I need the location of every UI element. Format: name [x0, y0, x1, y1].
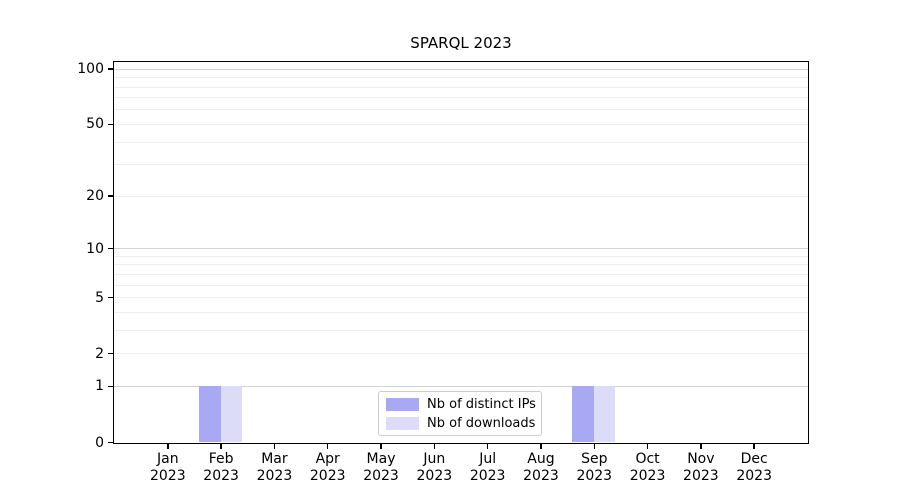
x-tick-label: Jun 2023 [416, 451, 453, 484]
legend-row-downloads: Nb of downloads [386, 415, 536, 431]
x-tick-mark [700, 444, 702, 449]
legend-row-distinct-ips: Nb of distinct IPs [386, 396, 536, 412]
gridline-minor [114, 109, 808, 111]
legend-swatch-distinct-ips-icon [386, 397, 419, 411]
x-tick-label: Sep 2023 [576, 451, 613, 484]
y-tick-mark [108, 195, 113, 197]
gridline-minor [114, 195, 808, 197]
x-tick-label: Jul 2023 [469, 451, 506, 484]
gridline-minor [114, 273, 808, 275]
y-tick-label: 10 [86, 240, 104, 257]
bar-downloads [593, 385, 616, 442]
legend-label-distinct-ips: Nb of distinct IPs [427, 396, 536, 412]
x-tick-label: Mar 2023 [256, 451, 293, 484]
gridline-minor [114, 86, 808, 88]
y-tick-mark [108, 68, 113, 70]
gridline-minor [114, 329, 808, 331]
x-tick-label: Jan 2023 [149, 451, 186, 484]
y-tick-label: 1 [95, 378, 104, 395]
y-tick-label: 20 [86, 188, 104, 205]
gridline-minor [114, 353, 808, 355]
y-tick-label: 2 [95, 345, 104, 362]
gridline-minor [114, 284, 808, 286]
legend-swatch-downloads-icon [386, 416, 419, 430]
gridline-major [114, 248, 808, 250]
plot-area: Nb of distinct IPs Nb of downloads [113, 61, 809, 444]
x-tick-mark [433, 444, 436, 449]
gridline-minor [114, 164, 808, 166]
bar-distinct-ips [199, 385, 221, 442]
y-tick-mark [108, 123, 113, 126]
x-tick-mark [646, 444, 649, 449]
gridline-minor [114, 311, 808, 313]
x-tick-label: Aug 2023 [523, 451, 559, 484]
x-tick-mark [326, 444, 329, 449]
x-tick-label: Feb 2023 [203, 451, 239, 484]
x-tick-label: Apr 2023 [309, 451, 346, 484]
x-tick-mark [486, 444, 489, 449]
x-tick-label: Oct 2023 [629, 451, 666, 484]
y-tick-label: 5 [95, 289, 104, 306]
gridline-minor [114, 77, 808, 79]
gridline-minor [114, 123, 808, 125]
x-tick-mark [753, 444, 755, 449]
y-tick-mark [108, 441, 113, 444]
bar-distinct-ips [572, 385, 594, 442]
y-tick-label: 0 [95, 434, 104, 451]
gridline-minor [114, 255, 808, 257]
x-tick-mark [593, 444, 596, 449]
y-tick-mark [108, 296, 113, 299]
gridline-minor [114, 297, 808, 299]
x-tick-label: Dec 2023 [736, 451, 772, 484]
y-tick-label: 100 [77, 61, 104, 78]
gridline-minor [114, 141, 808, 143]
y-tick-mark [108, 247, 113, 250]
gridline-minor [114, 264, 808, 266]
legend: Nb of distinct IPs Nb of downloads [378, 391, 542, 436]
x-tick-label: Nov 2023 [683, 451, 719, 484]
y-tick-mark [108, 352, 113, 355]
y-tick-label: 50 [86, 116, 104, 133]
x-tick-mark [273, 444, 276, 449]
gridline-major [114, 385, 808, 387]
chart-title: SPARQL 2023 [410, 34, 512, 52]
x-tick-label: May 2023 [363, 451, 399, 484]
x-tick-mark [540, 444, 542, 449]
x-tick-mark [380, 444, 382, 449]
gridline-minor [114, 97, 808, 99]
x-tick-mark [167, 444, 169, 449]
gridline-major [114, 68, 808, 70]
y-tick-mark [108, 385, 113, 388]
x-tick-mark [220, 444, 222, 449]
legend-label-downloads: Nb of downloads [427, 415, 536, 431]
bar-downloads [220, 385, 243, 442]
